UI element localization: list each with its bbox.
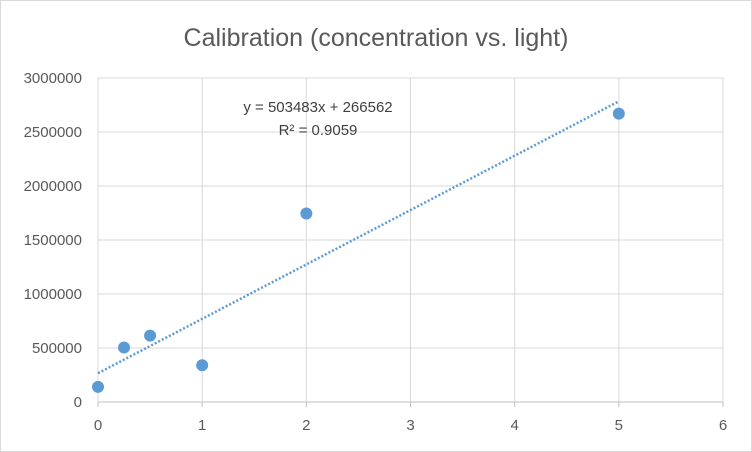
x-tick-label: 3 (406, 417, 414, 434)
y-tick-label: 3000000 (24, 70, 82, 87)
data-point (118, 341, 131, 354)
y-tick-label: 0 (74, 394, 82, 411)
x-tick-label: 0 (94, 417, 102, 434)
chart-title: Calibration (concentration vs. light) (184, 24, 569, 52)
y-tick-label: 2000000 (24, 178, 82, 195)
gridlines (97, 77, 724, 402)
data-point (612, 107, 625, 120)
trendline-r2-label: R² = 0.9059 (279, 122, 358, 139)
y-tick-label: 500000 (32, 340, 82, 357)
x-tick-label: 2 (302, 417, 310, 434)
data-point (196, 359, 209, 372)
x-tick-label: 6 (719, 417, 727, 434)
axes (97, 78, 724, 407)
x-tick-label: 1 (198, 417, 206, 434)
x-axis-tick-labels: 0 1 2 3 4 5 6 (94, 417, 727, 434)
data-points (92, 107, 625, 393)
data-point (92, 380, 104, 393)
trendline-equation-label: y = 503483x + 266562 (243, 99, 392, 116)
data-point (144, 329, 157, 342)
y-tick-label: 2500000 (24, 124, 82, 141)
y-tick-label: 1000000 (24, 286, 82, 303)
x-tick-label: 5 (615, 417, 623, 434)
x-tick-label: 4 (510, 417, 518, 434)
data-point (300, 207, 313, 220)
trendline (97, 100, 620, 375)
y-tick-label: 1500000 (24, 232, 82, 249)
y-axis-tick-labels: 0 500000 1000000 1500000 2000000 2500000 30000… (24, 70, 82, 411)
trendline-group (97, 100, 620, 375)
